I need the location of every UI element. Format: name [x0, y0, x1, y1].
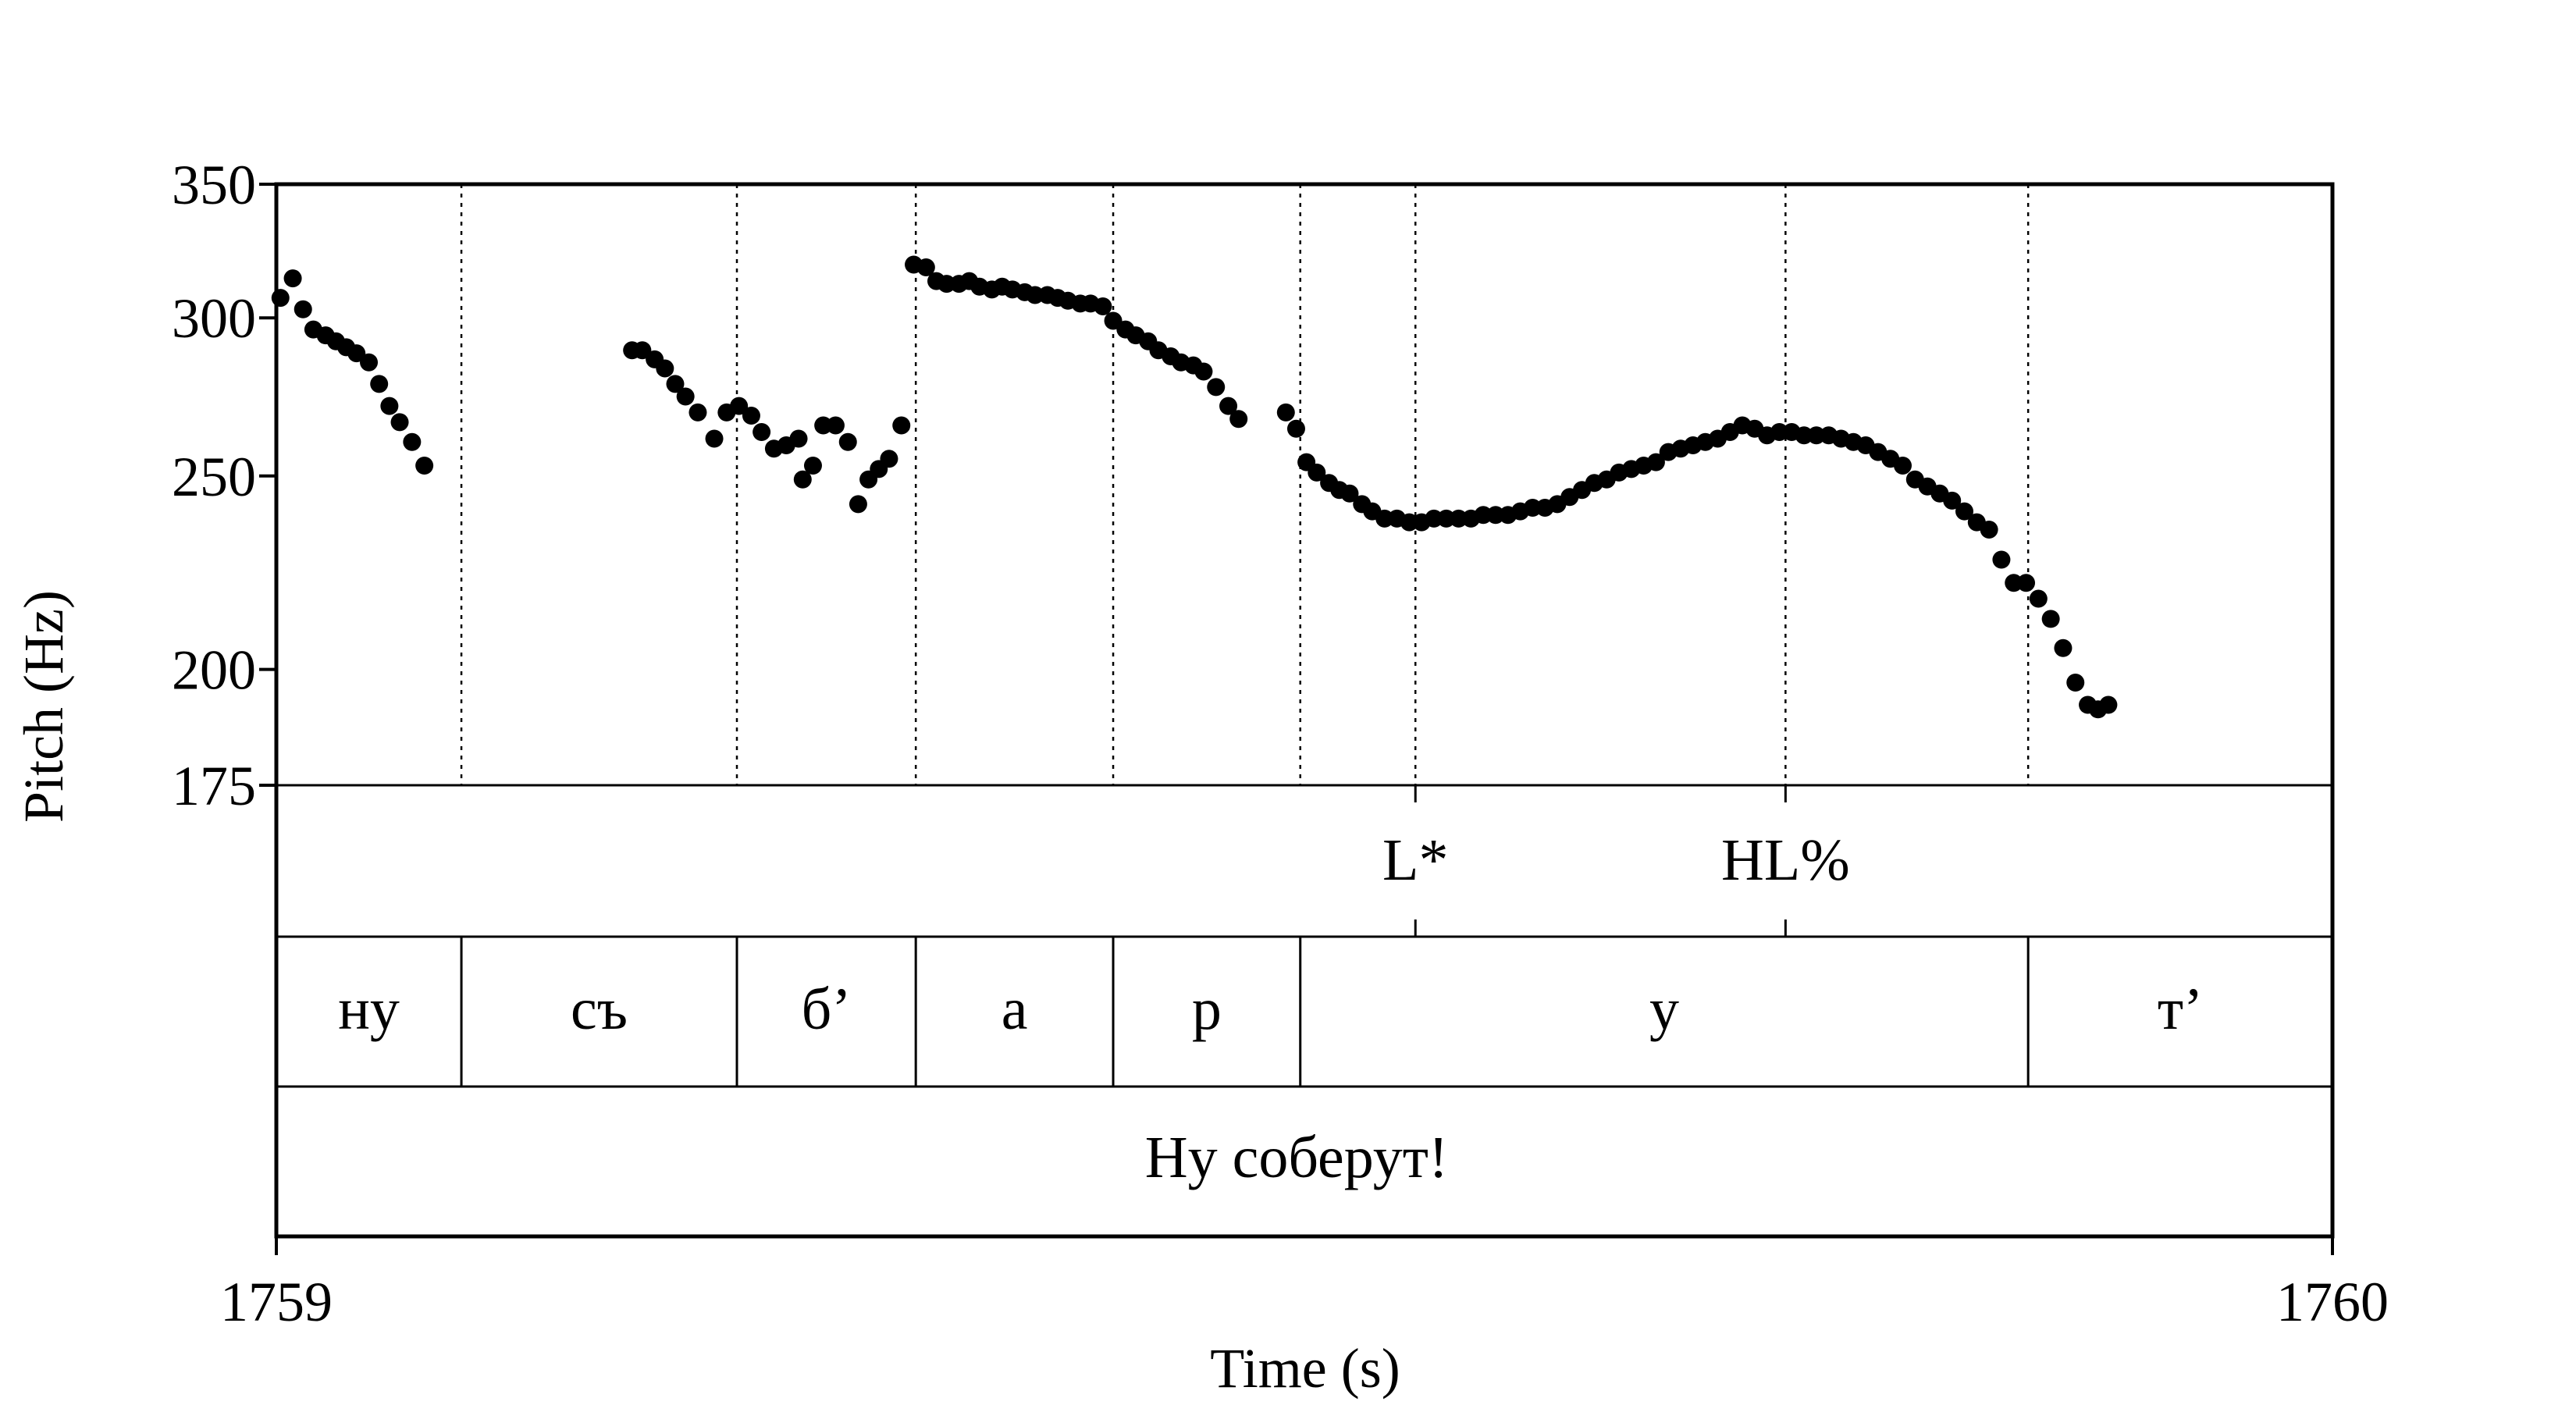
pitch-point — [938, 275, 956, 293]
y-tick-label: 300 — [172, 287, 256, 350]
pitch-point — [1943, 491, 1962, 510]
pitch-point — [360, 353, 379, 372]
pitch-point — [633, 341, 652, 360]
pitch-points — [271, 255, 2118, 719]
pitch-point — [1955, 502, 1974, 521]
x-axis-label: Time (s) — [1210, 1337, 1400, 1400]
pitch-point — [1375, 509, 1394, 528]
pitch-point — [676, 387, 695, 406]
pitch-point — [1340, 484, 1359, 503]
pitch-point — [2066, 673, 2085, 692]
pitch-point — [2005, 574, 2023, 592]
pitch-point — [705, 429, 724, 448]
pitch-point — [403, 432, 422, 451]
pitch-point — [294, 300, 312, 318]
annotation-tiers: L* HL% ну съ б’ а р у т’ Ну соберут! — [338, 785, 2203, 1190]
pitch-point — [2029, 589, 2048, 608]
x-tick-label: 1760 — [2276, 1271, 2389, 1333]
segment-label: съ — [571, 976, 628, 1042]
pitch-point — [1194, 362, 1213, 381]
pitch-point — [1450, 509, 1468, 528]
pitch-point — [1219, 397, 1238, 415]
segment-boundary-grid — [460, 184, 2030, 785]
pitch-point — [1992, 550, 2011, 569]
pitch-point — [1523, 499, 1542, 518]
segment-label: т’ — [2158, 976, 2204, 1042]
pitch-point — [666, 375, 685, 393]
pitch-point — [916, 258, 935, 277]
pitch-point — [793, 470, 812, 489]
y-tick-label: 350 — [172, 154, 256, 216]
plot-frame — [274, 182, 2335, 1239]
tone-label: L* — [1382, 827, 1448, 893]
pitch-point — [1770, 422, 1788, 441]
pitch-point — [1893, 457, 1912, 475]
segment-label: у — [1649, 976, 1679, 1042]
pitch-point — [370, 375, 389, 393]
pitch-point — [1276, 403, 1295, 422]
pitch-point — [1308, 463, 1326, 482]
pitch-point — [1229, 410, 1248, 429]
pitch-point — [1474, 506, 1493, 525]
pitch-point — [2017, 574, 2036, 592]
pitch-point — [826, 416, 845, 435]
plot-border — [274, 182, 2335, 1239]
pitch-point — [1486, 506, 1505, 525]
pitch-point — [2054, 638, 2073, 657]
pitch-point — [688, 403, 707, 422]
pitch-point — [742, 407, 760, 425]
pitch-point — [1425, 509, 1443, 528]
pitch-point — [1026, 286, 1044, 304]
pitch-point — [753, 422, 771, 441]
y-tick-label: 250 — [172, 446, 256, 508]
pitch-point — [1807, 426, 1826, 445]
pitch-point — [892, 416, 911, 435]
pitch-point — [347, 344, 366, 363]
pitch-point — [2099, 695, 2118, 714]
pitch-point — [1207, 378, 1226, 397]
axes: 175 200 250 300 350 1759 1760 — [172, 154, 2389, 1333]
pitch-point — [2041, 610, 2060, 628]
pitch-point — [1094, 297, 1112, 316]
y-tick-label: 175 — [172, 755, 256, 817]
y-tick-label: 200 — [172, 639, 256, 702]
pitch-point — [1400, 513, 1418, 532]
x-tick-label: 1759 — [220, 1271, 333, 1333]
segment-label: б’ — [802, 976, 852, 1042]
pitch-point — [730, 397, 749, 415]
pitch-point — [390, 413, 409, 432]
pitch-point — [415, 457, 434, 475]
tone-label: HL% — [1721, 827, 1850, 893]
segment-label: ну — [338, 976, 400, 1042]
pitch-point — [849, 495, 867, 514]
pitch-point — [1437, 509, 1456, 528]
pitch-point — [271, 289, 290, 308]
pitch-point — [838, 432, 857, 451]
pitch-point — [803, 457, 822, 475]
pitch-point — [283, 269, 302, 288]
pitch-point — [380, 397, 399, 415]
pitch-point — [1286, 419, 1305, 438]
pitch-point — [656, 359, 674, 378]
segment-label: р — [1192, 976, 1222, 1042]
pitch-point — [1980, 521, 1998, 539]
utterance-label: Ну соберут! — [1145, 1125, 1449, 1190]
pitch-point — [789, 429, 808, 448]
pitch-point — [1646, 453, 1665, 471]
pitch-point — [880, 450, 898, 468]
pitch-point — [814, 416, 833, 435]
y-axis-label: Pitch (Hz) — [12, 590, 75, 823]
segment-label: а — [1002, 976, 1028, 1042]
pitch-point — [1795, 426, 1813, 445]
